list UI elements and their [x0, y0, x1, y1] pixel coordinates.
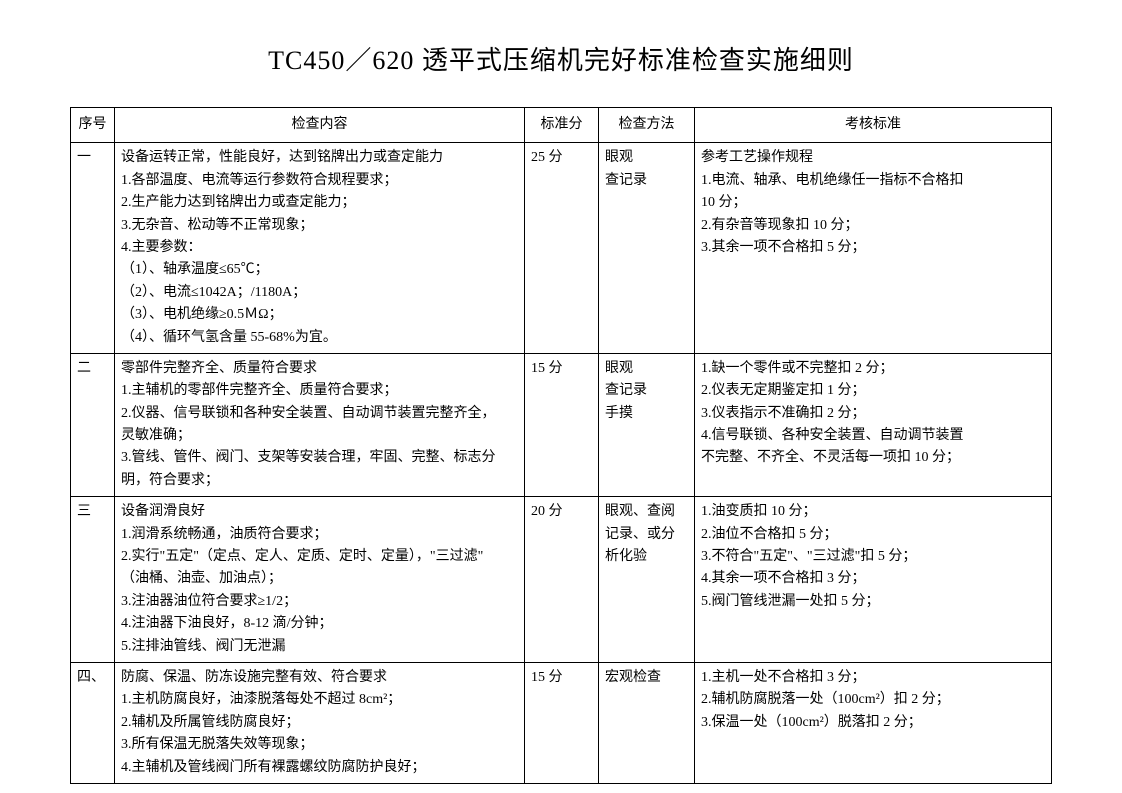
- table-header-row: 序号 检查内容 标准分 检查方法 考核标准: [71, 108, 1052, 143]
- cell-method: 宏观检查: [599, 662, 695, 783]
- header-criteria: 考核标准: [695, 108, 1052, 143]
- cell-content: 设备润滑良好 1.润滑系统畅通，油质符合要求； 2.实行"五定"（定点、定人、定…: [115, 497, 525, 663]
- page-title: TC450／620 透平式压缩机完好标准检查实施细则: [70, 40, 1052, 77]
- cell-score: 15 分: [525, 662, 599, 783]
- table-row: 四、 防腐、保温、防冻设施完整有效、符合要求 1.主机防腐良好，油漆脱落每处不超…: [71, 662, 1052, 783]
- cell-criteria: 参考工艺操作规程 1.电流、轴承、电机绝缘任一指标不合格扣 10 分； 2.有杂…: [695, 143, 1052, 354]
- cell-score: 15 分: [525, 353, 599, 496]
- cell-method: 眼观 查记录 手摸: [599, 353, 695, 496]
- cell-content: 防腐、保温、防冻设施完整有效、符合要求 1.主机防腐良好，油漆脱落每处不超过 8…: [115, 662, 525, 783]
- cell-score: 20 分: [525, 497, 599, 663]
- cell-seq: 二: [71, 353, 115, 496]
- table-row: 三 设备润滑良好 1.润滑系统畅通，油质符合要求； 2.实行"五定"（定点、定人…: [71, 497, 1052, 663]
- header-content: 检查内容: [115, 108, 525, 143]
- cell-content: 零部件完整齐全、质量符合要求 1.主辅机的零部件完整齐全、质量符合要求； 2.仪…: [115, 353, 525, 496]
- cell-method: 眼观 查记录: [599, 143, 695, 354]
- cell-seq: 一: [71, 143, 115, 354]
- cell-criteria: 1.主机一处不合格扣 3 分； 2.辅机防腐脱落一处（100cm²）扣 2 分；…: [695, 662, 1052, 783]
- header-score: 标准分: [525, 108, 599, 143]
- cell-seq: 四、: [71, 662, 115, 783]
- table-row: 二 零部件完整齐全、质量符合要求 1.主辅机的零部件完整齐全、质量符合要求； 2…: [71, 353, 1052, 496]
- cell-criteria: 1.缺一个零件或不完整扣 2 分； 2.仪表无定期鉴定扣 1 分； 3.仪表指示…: [695, 353, 1052, 496]
- cell-seq: 三: [71, 497, 115, 663]
- inspection-table: 序号 检查内容 标准分 检查方法 考核标准 一 设备运转正常，性能良好，达到铭牌…: [70, 107, 1052, 784]
- table-body: 一 设备运转正常，性能良好，达到铭牌出力或查定能力 1.各部温度、电流等运行参数…: [71, 143, 1052, 784]
- cell-criteria: 1.油变质扣 10 分； 2.油位不合格扣 5 分； 3.不符合"五定"、"三过…: [695, 497, 1052, 663]
- header-seq: 序号: [71, 108, 115, 143]
- cell-score: 25 分: [525, 143, 599, 354]
- cell-content: 设备运转正常，性能良好，达到铭牌出力或查定能力 1.各部温度、电流等运行参数符合…: [115, 143, 525, 354]
- table-row: 一 设备运转正常，性能良好，达到铭牌出力或查定能力 1.各部温度、电流等运行参数…: [71, 143, 1052, 354]
- cell-method: 眼观、查阅 记录、或分 析化验: [599, 497, 695, 663]
- header-method: 检查方法: [599, 108, 695, 143]
